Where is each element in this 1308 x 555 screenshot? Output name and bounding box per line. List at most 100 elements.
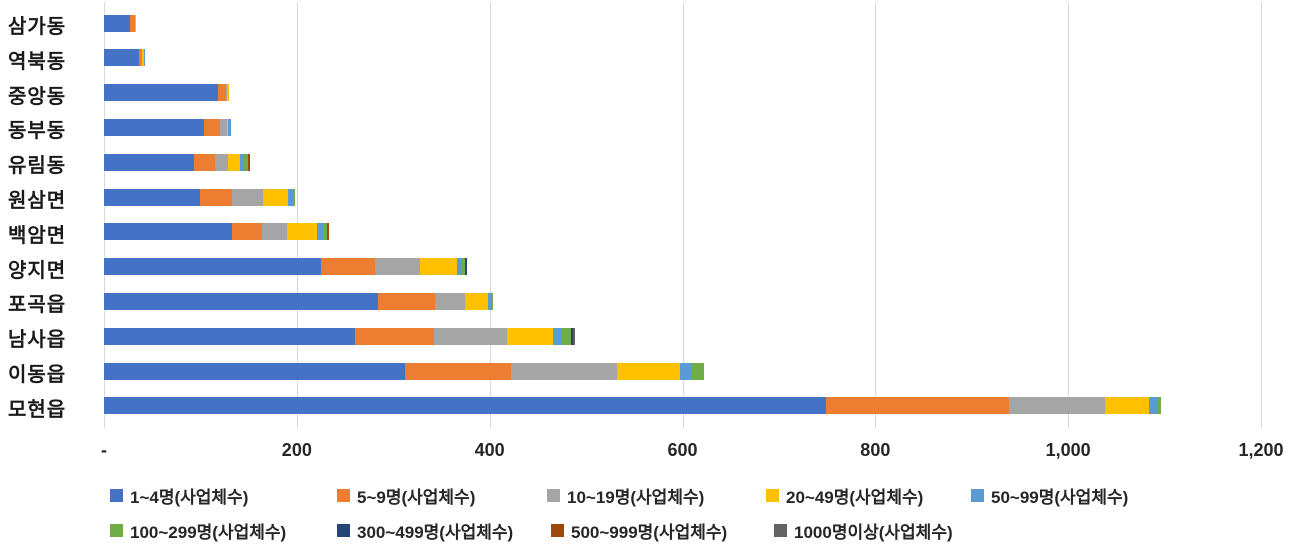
bar-segment <box>104 327 355 345</box>
bar-segment <box>104 49 139 67</box>
gridline-400 <box>489 2 491 428</box>
bar-segment <box>572 327 575 345</box>
bar-segment <box>227 84 230 102</box>
bar-segment <box>292 188 295 206</box>
gridline-1000 <box>1068 2 1070 428</box>
bar-row-포곡읍 <box>104 292 493 310</box>
bar-segment <box>104 292 378 310</box>
bar-segment <box>200 188 233 206</box>
bar-segment <box>456 258 462 276</box>
bar-segment <box>510 362 617 380</box>
legend-label: 50~99명(사업체수) <box>991 488 1129 507</box>
legend-swatch-icon <box>110 489 123 502</box>
x-tick-label: 800 <box>860 440 891 460</box>
bar-segment <box>506 327 554 345</box>
bar-segment <box>227 118 229 136</box>
bar-segment <box>490 292 493 310</box>
category-label-9: 포곡읍 <box>8 294 67 317</box>
bar-segment <box>561 327 571 345</box>
category-label-6: 원삼면 <box>8 190 67 212</box>
bar-segment <box>130 14 135 32</box>
bar-segment <box>464 258 468 276</box>
category-label-12: 모현읍 <box>8 398 67 421</box>
legend-item: 1~4명(사업체수) <box>110 483 248 508</box>
bar-segment <box>104 258 321 276</box>
bar-segment <box>287 223 318 241</box>
bar-segment <box>138 49 142 67</box>
category-label-1: 삼가동 <box>8 16 67 38</box>
bar-segment <box>239 153 244 171</box>
bar-segment <box>263 188 289 206</box>
bar-segment <box>404 362 511 380</box>
bar-segment <box>243 153 248 171</box>
legend-label: 1000명이상(사업체수) <box>794 523 953 542</box>
bar-segment <box>322 223 327 241</box>
category-label-2: 역북동 <box>8 50 67 73</box>
category-label-11: 이동읍 <box>8 364 67 386</box>
bar-segment <box>570 327 573 345</box>
bar-segment <box>433 327 507 345</box>
bar-segment <box>288 188 293 206</box>
legend-item: 50~99명(사업체수) <box>971 483 1128 508</box>
gridline-600 <box>682 2 684 428</box>
bar-segment <box>247 153 250 171</box>
legend-swatch-icon <box>551 524 564 537</box>
bar-segment <box>326 223 329 241</box>
legend-item: 300~499명(사업체수) <box>337 518 513 543</box>
x-tick-label: 400 <box>474 440 505 460</box>
gridline-800 <box>875 2 877 428</box>
bar-segment <box>232 223 263 241</box>
bar-segment <box>104 118 205 136</box>
bar-segment <box>104 84 218 102</box>
bar-row-모현읍 <box>104 397 1161 415</box>
legend-label: 1~4명(사업체수) <box>130 488 249 507</box>
bar-segment <box>679 362 693 380</box>
bar-segment <box>226 84 228 102</box>
bar-segment <box>141 49 144 67</box>
bar-segment <box>464 292 488 310</box>
legend-label: 5~9명(사업체수) <box>357 488 476 507</box>
bar-segment <box>1149 397 1158 415</box>
legend-item: 500~999명(사업체수) <box>551 518 727 543</box>
bar-segment <box>193 153 215 171</box>
bar-segment <box>219 118 228 136</box>
plot-area <box>104 2 1262 428</box>
bar-segment <box>1009 397 1105 415</box>
legend-label: 20~49명(사업체수) <box>786 488 924 507</box>
bar-segment <box>1104 397 1150 415</box>
bar-segment <box>574 327 576 345</box>
bar-segment <box>377 292 435 310</box>
bar-segment <box>461 258 465 276</box>
bar-segment <box>553 327 562 345</box>
legend-swatch-icon <box>337 524 350 537</box>
bar-segment <box>228 118 232 136</box>
bar-segment <box>104 153 194 171</box>
bar-row-역북동 <box>104 49 145 67</box>
bar-segment <box>320 258 375 276</box>
gridline-1200 <box>1261 2 1262 428</box>
bar-segment <box>826 397 1010 415</box>
bar-segment <box>1157 397 1161 415</box>
bar-segment <box>143 49 145 67</box>
legend-swatch-icon <box>774 524 787 537</box>
bar-segment <box>228 153 240 171</box>
legend-label: 300~499명(사업체수) <box>357 523 514 542</box>
bar-segment <box>232 188 264 206</box>
bar-segment <box>374 258 421 276</box>
legend-swatch-icon <box>337 489 350 502</box>
bar-segment <box>104 188 201 206</box>
legend-item: 20~49명(사업체수) <box>766 483 923 508</box>
category-label-7: 백암면 <box>8 224 67 247</box>
gridline-200 <box>296 2 298 428</box>
legend-swatch-icon <box>971 489 984 502</box>
bar-row-남사읍 <box>104 327 576 345</box>
bar-segment <box>434 292 465 310</box>
legend-item: 1000명이상(사업체수) <box>774 518 953 543</box>
bar-row-중앙동 <box>104 84 230 102</box>
bar-segment <box>354 327 434 345</box>
bar-segment <box>134 14 136 32</box>
category-label-10: 남사읍 <box>8 329 67 352</box>
bar-segment <box>104 223 233 241</box>
bar-segment <box>616 362 680 380</box>
bar-segment <box>217 84 227 102</box>
